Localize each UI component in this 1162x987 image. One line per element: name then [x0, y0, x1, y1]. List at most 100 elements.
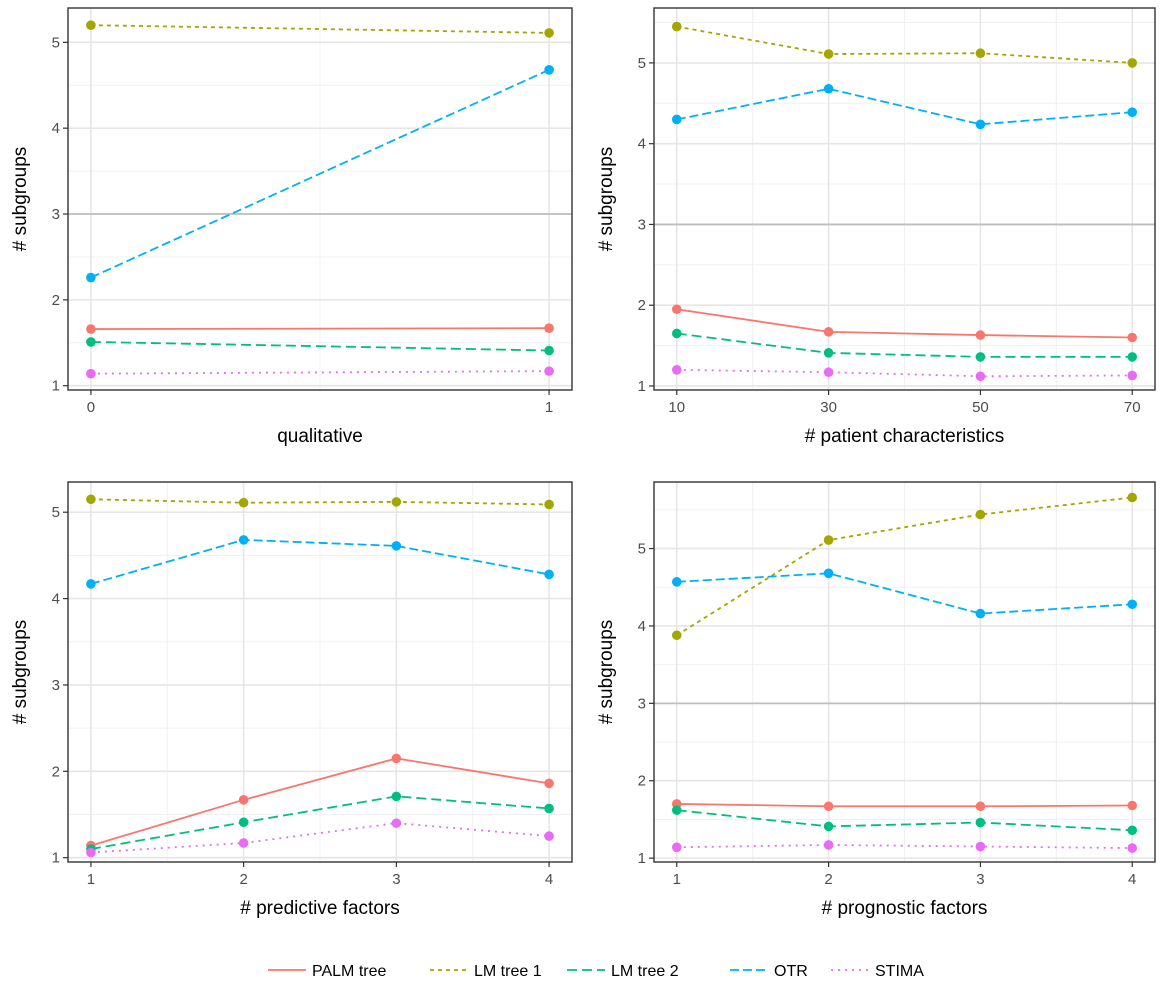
y-axis-title: # subgroups	[10, 620, 31, 725]
x-tick-label: 70	[1124, 399, 1141, 416]
data-point	[1127, 493, 1137, 503]
data-point	[392, 497, 402, 507]
data-point	[544, 65, 554, 75]
data-point	[976, 801, 986, 811]
y-tick-label: 3	[638, 695, 646, 712]
data-point	[824, 84, 834, 94]
data-point	[86, 848, 96, 858]
legend-label: STIMA	[875, 963, 924, 980]
x-axis-title: qualitative	[277, 426, 363, 447]
x-tick-label: 10	[668, 399, 685, 416]
x-tick-label: 1	[87, 871, 95, 888]
y-tick-label: 2	[638, 297, 646, 314]
data-point	[86, 273, 96, 283]
data-point	[544, 346, 554, 356]
data-point	[86, 324, 96, 334]
data-point	[824, 801, 834, 811]
data-point	[1127, 352, 1137, 362]
x-tick-label: 4	[545, 871, 553, 888]
data-point	[976, 842, 986, 852]
y-tick-label: 1	[638, 850, 646, 867]
data-point	[672, 805, 682, 815]
data-point	[672, 842, 682, 852]
legend: PALM tree LM tree 1 LM tree 2 OTR STIMA	[268, 963, 924, 980]
data-point	[824, 535, 834, 545]
x-axis-title: # prognostic factors	[822, 898, 988, 919]
y-axis-title: # subgroups	[596, 620, 617, 725]
x-tick-label: 1	[673, 871, 681, 888]
legend-label: LM tree 1	[474, 963, 542, 980]
y-tick-label: 2	[638, 773, 646, 790]
data-point	[392, 792, 402, 802]
x-tick-label: 1	[545, 399, 553, 416]
x-tick-label: 2	[239, 871, 247, 888]
y-tick-label: 3	[52, 677, 60, 694]
y-tick-label: 5	[638, 541, 646, 558]
data-point	[86, 20, 96, 30]
x-axis-title: # predictive factors	[240, 898, 399, 919]
data-point	[544, 779, 554, 789]
data-point	[239, 817, 249, 827]
series-line-palm-tree	[91, 328, 549, 329]
y-tick-label: 4	[638, 618, 646, 635]
data-point	[824, 569, 834, 579]
data-point	[239, 535, 249, 545]
data-point	[86, 494, 96, 504]
panel-3: 1 2 3 4 5 1 2 3 4 # predictive factors # subgroups	[10, 482, 572, 919]
data-point	[824, 840, 834, 850]
panel-4: 1 2 3 4 5 1 2 3 4 # prognostic factors # subgroups	[596, 482, 1155, 919]
y-tick-label: 3	[638, 216, 646, 233]
y-axis-title: # subgroups	[10, 147, 31, 252]
y-tick-label: 1	[52, 378, 60, 395]
data-point	[544, 28, 554, 38]
data-point	[1127, 599, 1137, 609]
x-tick-label: 2	[824, 871, 832, 888]
data-point	[1127, 825, 1137, 835]
data-point	[544, 831, 554, 841]
data-point	[976, 609, 986, 619]
data-point	[824, 348, 834, 358]
y-tick-label: 2	[52, 763, 60, 780]
legend-label: OTR	[774, 963, 808, 980]
y-tick-label: 5	[638, 55, 646, 72]
data-point	[392, 818, 402, 828]
legend-label: PALM tree	[312, 963, 387, 980]
panel-2: 1234510 30 50 70# patient characteristics# …	[596, 8, 1155, 447]
data-point	[1127, 107, 1137, 117]
data-point	[392, 541, 402, 551]
data-point	[86, 337, 96, 347]
x-tick-label: 3	[392, 871, 400, 888]
data-point	[976, 510, 986, 520]
data-point	[976, 371, 986, 381]
data-point	[672, 577, 682, 587]
data-point	[672, 329, 682, 339]
y-tick-label: 3	[52, 206, 60, 223]
y-tick-label: 1	[52, 850, 60, 867]
data-point	[239, 838, 249, 848]
data-point	[1127, 58, 1137, 68]
data-point	[1127, 333, 1137, 343]
x-tick-label: 30	[820, 399, 837, 416]
data-point	[976, 330, 986, 340]
data-point	[239, 795, 249, 805]
data-point	[672, 630, 682, 640]
x-tick-label: 50	[972, 399, 989, 416]
data-point	[824, 327, 834, 337]
data-point	[392, 754, 402, 764]
data-point	[544, 804, 554, 814]
data-point	[86, 369, 96, 379]
data-point	[976, 818, 986, 828]
data-point	[544, 570, 554, 580]
data-point	[1127, 801, 1137, 811]
x-tick-label: 3	[976, 871, 984, 888]
y-tick-label: 5	[52, 504, 60, 521]
data-point	[544, 323, 554, 333]
data-point	[1127, 843, 1137, 853]
data-point	[544, 500, 554, 510]
data-point	[672, 304, 682, 314]
data-point	[239, 498, 249, 508]
panel-1: 1 2 3 4 5 0 1 qualitative # subgroups	[10, 8, 572, 447]
data-point	[86, 579, 96, 589]
x-tick-label: 4	[1128, 871, 1136, 888]
